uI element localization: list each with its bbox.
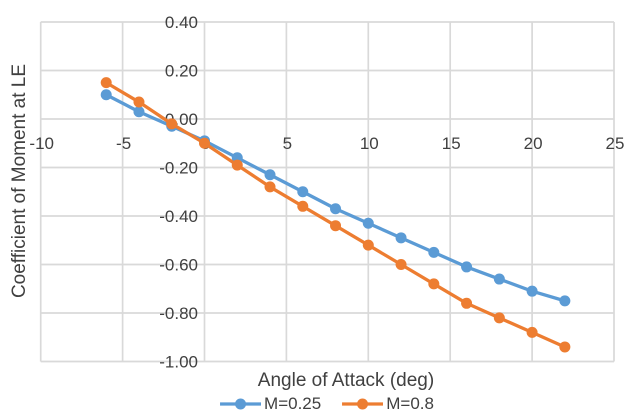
data-point-marker xyxy=(297,186,309,198)
x-axis-tick-label: -10 xyxy=(29,134,54,153)
legend-item: M=0.8 xyxy=(342,394,434,414)
data-point-marker xyxy=(133,106,145,118)
x-axis-tick-label: 20 xyxy=(524,134,543,153)
data-point-marker xyxy=(526,326,538,338)
data-point-marker xyxy=(330,220,342,232)
legend-label: M=0.8 xyxy=(386,394,434,413)
data-point-marker xyxy=(428,278,440,290)
data-point-marker xyxy=(461,261,473,273)
legend-marker-icon xyxy=(342,398,384,410)
data-point-marker xyxy=(100,89,112,101)
y-axis-tick-label: -0.80 xyxy=(159,304,198,323)
y-axis-tick-label: -1.00 xyxy=(159,353,198,372)
data-point-marker xyxy=(231,159,243,171)
x-axis-tick-label: 5 xyxy=(283,134,292,153)
data-point-marker xyxy=(559,295,571,307)
data-point-marker xyxy=(493,312,505,324)
data-point-marker xyxy=(264,181,276,193)
data-point-marker xyxy=(395,259,407,270)
data-point-marker xyxy=(297,200,309,212)
data-point-marker xyxy=(133,96,145,108)
data-point-marker xyxy=(526,285,538,297)
data-point-marker xyxy=(428,246,440,258)
data-point-marker xyxy=(100,77,112,89)
x-axis-title: Angle of Attack (deg) xyxy=(257,370,435,391)
x-axis-tick-label: 15 xyxy=(442,134,461,153)
data-point-marker xyxy=(559,341,571,353)
legend: M=0.25 M=0.8 xyxy=(220,394,434,414)
y-axis-tick-label: -0.20 xyxy=(159,159,198,178)
data-point-marker xyxy=(264,169,276,181)
y-axis-tick-label: -0.60 xyxy=(159,256,198,275)
legend-label: M=0.25 xyxy=(264,394,322,413)
data-point-marker xyxy=(362,239,374,251)
y-axis-tick-label: -0.40 xyxy=(159,207,198,226)
data-point-marker xyxy=(330,203,342,215)
data-point-marker xyxy=(395,232,407,244)
data-point-marker xyxy=(362,217,374,229)
data-point-marker xyxy=(166,118,178,130)
y-axis-tick-label: 0.40 xyxy=(165,13,198,32)
data-point-marker xyxy=(199,137,210,149)
legend-item: M=0.25 xyxy=(220,394,321,414)
y-axis-title: Coefficient of Moment at LE xyxy=(9,63,30,299)
x-axis-tick-label: -5 xyxy=(116,134,131,153)
x-axis-tick-label: 25 xyxy=(606,134,625,153)
legend-marker-icon xyxy=(220,398,262,410)
y-axis-tick-label: 0.20 xyxy=(165,62,198,81)
data-point-marker xyxy=(493,273,505,285)
data-point-marker xyxy=(461,297,473,309)
x-axis-tick-label: 10 xyxy=(360,134,379,153)
